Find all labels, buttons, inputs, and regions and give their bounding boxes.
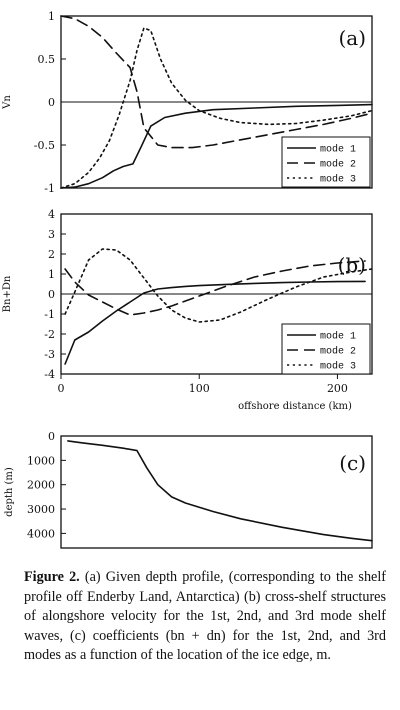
figure-caption: Figure 2. (a) Given depth profile, (corr… [24,568,386,666]
legend-box [281,136,371,188]
y-tick-label: 1000 [27,454,55,467]
chart-panel-1: 1 0.5 0 -0.5 -1 Vn (a) mode 1 mode 2 mode 3 [2,10,373,195]
y-tick-label: 2000 [27,479,55,492]
y-tick-label: -0.5 [34,139,55,152]
caption-text: (a) Given depth profile, (corresponding … [24,569,387,664]
legend-label: mode 2 [320,159,356,171]
y-tick-label: -3 [44,348,55,361]
y-tick-label: -1 [44,308,55,321]
y-axis-label: Vn [2,95,13,110]
y-tick-label: 4 [48,208,55,221]
y-tick-label: -1 [44,182,55,195]
x-tick-label: 200 [327,382,348,395]
y-axis-label: depth (m) [4,467,15,517]
legend-label: mode 3 [320,361,356,373]
x-axis-label: offshore distance (km) [238,401,352,412]
y-axis-label: Bn+Dn [2,275,13,312]
series-line-mode-3 [64,248,373,323]
series-line-mode-2 [60,15,373,149]
y-tick-label: 1 [48,268,55,281]
y-tick-label: 4000 [27,527,55,540]
legend-label: mode 2 [320,346,356,358]
y-tick-label: 3000 [27,503,55,516]
y-tick-label: 0 [48,430,55,443]
y-tick-label: 2 [48,248,55,261]
legend-box [281,323,371,375]
series-line-depth-profile [67,440,373,542]
y-tick-label: 0.5 [38,53,56,66]
series-line-mode-1 [60,103,373,189]
y-tick-label: 0 [48,96,55,109]
plot-frame [60,435,373,549]
series-line-mode-1 [64,280,366,365]
panel-letter: (c) [339,451,366,475]
x-tick-label: 0 [58,382,65,395]
y-tick-label: 0 [48,288,55,301]
caption-label: Figure 2. [24,569,80,585]
legend: mode 1 mode 2 mode 3 [281,136,371,188]
legend-label: mode 3 [320,174,356,186]
y-tick-label: -4 [44,368,55,381]
legend-label: mode 1 [320,331,356,343]
series-line-mode-2 [64,260,366,316]
series-line-mode-3 [60,27,373,189]
panel-letter: (a) [338,26,366,50]
chart-panel-3: 0 1000 2000 3000 4000 depth (m) (c) [4,430,373,549]
y-tick-label: -2 [44,328,55,341]
y-tick-label: 1 [48,10,55,23]
legend-label: mode 1 [320,144,356,156]
y-tick-label: 3 [48,228,55,241]
legend: mode 1 mode 2 mode 3 [281,323,371,375]
x-tick-label: 100 [189,382,210,395]
